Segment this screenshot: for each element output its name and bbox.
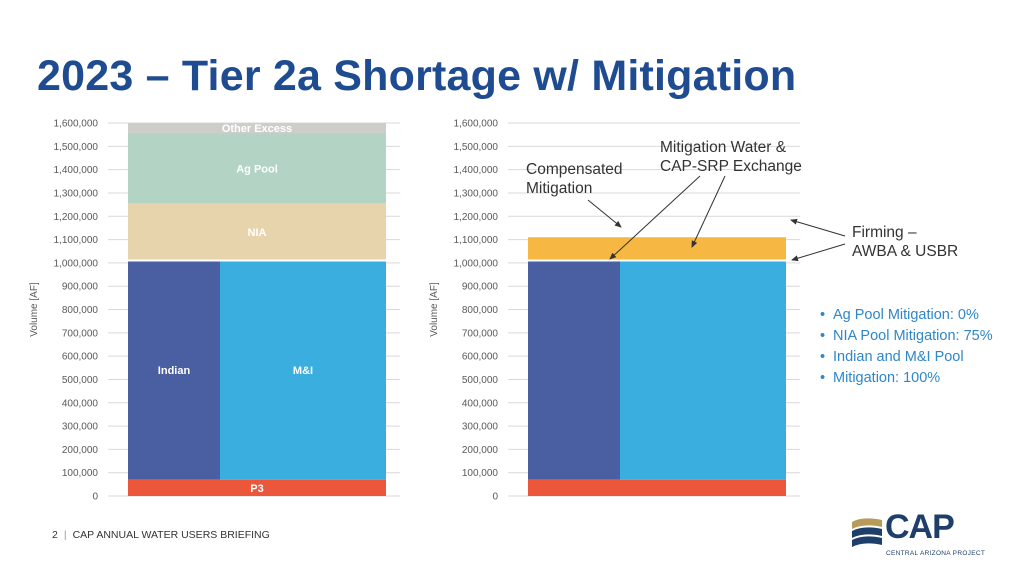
left-bar-nia [128,203,386,261]
right-ytick-label: 400,000 [462,398,499,409]
right-bar-indian [528,260,620,480]
annotation-compensated-mitigation: Compensated Mitigation [526,160,623,198]
left-bar-label-other-excess: Other Excess [222,123,292,135]
right-ytick-label: 700,000 [462,328,499,339]
right-ytick-label: 1,200,000 [454,212,499,223]
footer-separator: | [63,529,67,541]
left-bar-label-nia: NIA [248,227,267,239]
bullet-nia-pool: NIA Pool Mitigation: 75% [820,326,993,347]
left-ytick-label: 300,000 [62,422,99,433]
page-number: 2 [52,529,58,541]
left-bar-ag-pool [128,133,386,204]
left-bar-label-p3: P3 [250,483,263,495]
annotation-mitigation-water-line2: CAP-SRP Exchange [660,158,802,175]
bullet-ag-pool: Ag Pool Mitigation: 0% [820,305,993,326]
annotation-firming: Firming – AWBA & USBR [852,223,958,261]
right-ytick-label: 500,000 [462,375,499,386]
footer: 2 | CAP ANNUAL WATER USERS BRIEFING [52,529,270,541]
annotation-firming-line2: AWBA & USBR [852,243,959,260]
left-ytick-label: 1,100,000 [54,235,99,246]
annotation-compensated-line1: Compensated [526,161,623,178]
chart-left-svg: 0 100,000 200,000 300,000 400,000 500,000 600,… [29,119,400,503]
left-ytick-label: 1,300,000 [54,188,99,199]
footer-text: CAP ANNUAL WATER USERS BRIEFING [72,529,270,541]
left-ytick-label: 1,600,000 [54,119,99,130]
right-ytick-label: 1,100,000 [454,235,499,246]
right-ytick-label: 1,000,000 [454,258,499,269]
left-ytick-label: 400,000 [62,398,99,409]
left-ytick-label: 1,000,000 [54,258,99,269]
right-ytick-label: 900,000 [462,282,499,293]
left-bar-indian [128,260,220,480]
left-bar-label-indian: Indian [158,365,191,377]
chart-right-svg: 0 100,000 200,000 300,000 400,000 500,000 600,… [429,119,800,503]
right-bar-p3 [528,479,786,496]
left-ytick-label: 900,000 [62,282,99,293]
right-ytick-label: 0 [492,492,498,503]
right-ytick-label: 300,000 [462,422,499,433]
bullet-indian-mi-cont: Mitigation: 100% [820,368,993,389]
left-bar-p3 [128,479,386,496]
chart-left: 0 100,000 200,000 300,000 400,000 500,000 600,… [20,110,400,510]
bullet-indian-mi: Indian and M&I Pool [820,347,993,368]
left-ytick-label: 800,000 [62,305,99,316]
right-ytick-label: 1,300,000 [454,188,499,199]
annotation-mitigation-water: Mitigation Water & CAP-SRP Exchange [660,138,802,176]
cap-logo-subtitle: CENTRAL ARIZONA PROJECT [886,550,986,557]
annotation-mitigation-water-line1: Mitigation Water & [660,139,787,156]
left-ytick-label: 1,400,000 [54,165,99,176]
chart-right: 0 100,000 200,000 300,000 400,000 500,000 600,… [420,110,800,510]
left-ytick-label: 0 [92,492,98,503]
annotation-firming-line1: Firming – [852,224,917,241]
left-ytick-label: 500,000 [62,375,99,386]
annotation-compensated-line2: Mitigation [526,180,593,197]
page-title: 2023 – Tier 2a Shortage w/ Mitigation [37,52,797,100]
right-ylabel: Volume [AF] [429,282,440,337]
left-bar-label-m-i: M&I [293,365,313,377]
right-bar-mitigation-firming [528,237,786,261]
left-ytick-label: 700,000 [62,328,99,339]
right-ytick-label: 200,000 [462,445,499,456]
right-ytick-label: 100,000 [462,468,499,479]
left-bar-m-i [220,260,386,480]
left-ytick-label: 1,200,000 [54,212,99,223]
cap-logo-text: CAP [885,508,955,546]
left-bar-label-ag-pool: Ag Pool [236,163,278,175]
right-ytick-label: 1,600,000 [454,119,499,130]
left-ytick-label: 600,000 [62,352,99,363]
cap-logo-icon [852,518,882,547]
right-ytick-label: 800,000 [462,305,499,316]
cap-logo: CAP CENTRAL ARIZONA PROJECT [850,508,985,562]
left-ytick-label: 100,000 [62,468,99,479]
right-ytick-label: 1,400,000 [454,165,499,176]
left-ylabel: Volume [AF] [29,282,40,337]
right-bar-m-i [620,260,786,480]
right-ytick-label: 600,000 [462,352,499,363]
left-bar-other-excess [128,123,386,134]
mitigation-bullets: Ag Pool Mitigation: 0% NIA Pool Mitigati… [820,305,993,389]
left-ytick-label: 200,000 [62,445,99,456]
right-ytick-label: 1,500,000 [454,142,499,153]
left-ytick-label: 1,500,000 [54,142,99,153]
